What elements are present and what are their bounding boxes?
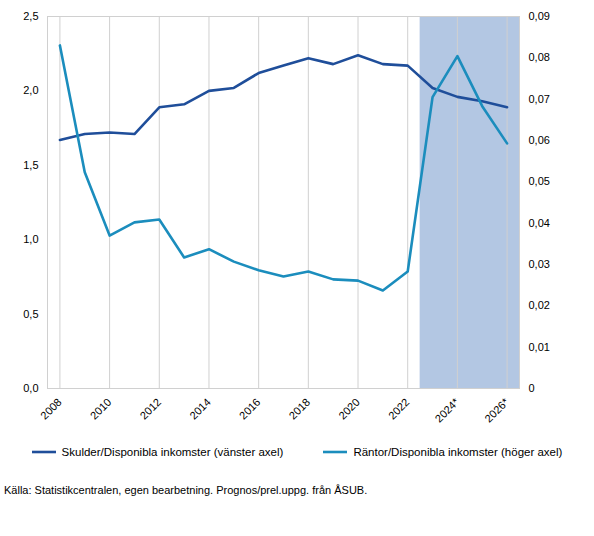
svg-text:1,5: 1,5 — [23, 159, 38, 171]
html-text:Skulder/Disponibla inkomster (: Skulder/Disponibla inkomster (vänster ax… — [61, 446, 284, 458]
svg-text:0,03: 0,03 — [529, 258, 550, 270]
svg-text:1,0: 1,0 — [23, 233, 38, 245]
svg-text:0,09: 0,09 — [529, 10, 550, 22]
svg-text:2,5: 2,5 — [23, 10, 38, 22]
html-text:Källa: Statistikcentralen, ege: Källa: Statistikcentralen, egen bearbetn… — [4, 484, 368, 496]
svg-text:2010: 2010 — [88, 396, 114, 422]
svg-text:2026*: 2026* — [482, 395, 511, 424]
svg-text:2,0: 2,0 — [23, 84, 38, 96]
svg-text:0,01: 0,01 — [529, 341, 550, 353]
svg-text:0,0: 0,0 — [23, 382, 38, 394]
svg-text:0,04: 0,04 — [529, 217, 550, 229]
svg-text:2022: 2022 — [386, 396, 412, 422]
svg-text:2012: 2012 — [137, 396, 163, 422]
svg-text:0,08: 0,08 — [529, 51, 550, 63]
svg-text:0,06: 0,06 — [529, 134, 550, 146]
html-text:Räntor/Disponibla inkomster (h: Räntor/Disponibla inkomster (höger axel) — [353, 446, 563, 458]
svg-text:2016: 2016 — [237, 396, 263, 422]
svg-text:0,02: 0,02 — [529, 299, 550, 311]
svg-text:0,05: 0,05 — [529, 175, 550, 187]
svg-text:2020: 2020 — [336, 396, 362, 422]
svg-text:2014: 2014 — [187, 396, 213, 422]
svg-text:2018: 2018 — [286, 396, 312, 422]
svg-text:0,07: 0,07 — [529, 93, 550, 105]
svg-text:0,5: 0,5 — [23, 308, 38, 320]
svg-text:0: 0 — [529, 382, 535, 394]
svg-text:2008: 2008 — [38, 396, 64, 422]
svg-text:2024*: 2024* — [432, 395, 461, 424]
